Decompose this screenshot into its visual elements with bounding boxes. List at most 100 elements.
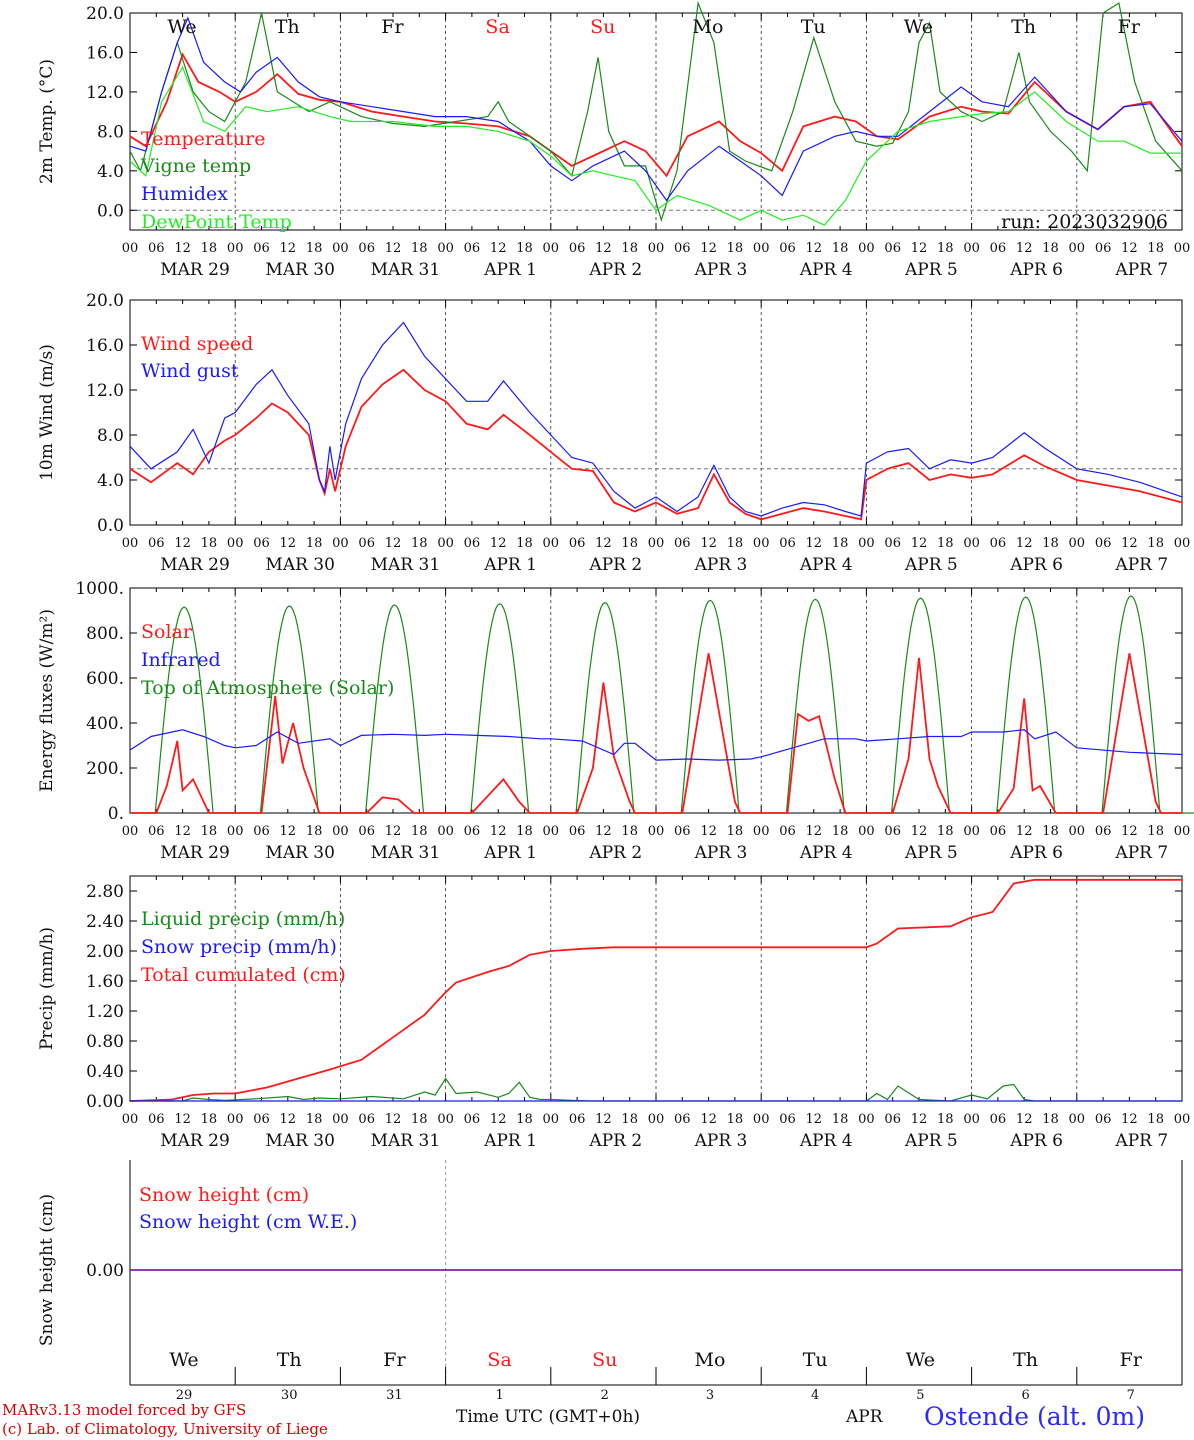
- date-label: MAR 29: [160, 555, 230, 575]
- day-number-bottom: 5: [916, 1388, 924, 1403]
- y-axis-title-wind: 10m Wind (m/s): [37, 344, 57, 481]
- date-label: APR 3: [694, 260, 748, 280]
- date-label: MAR 30: [265, 843, 335, 863]
- hour-tick-label: 12: [911, 824, 928, 839]
- day-number-bottom: 2: [601, 1388, 609, 1403]
- hour-tick-label: 06: [253, 824, 270, 839]
- date-label: APR 3: [694, 843, 748, 863]
- date-label: APR 6: [1009, 843, 1063, 863]
- hour-tick-label: 12: [490, 1112, 507, 1127]
- hour-tick-label: 06: [148, 536, 165, 551]
- series-line-temperature: [129, 52, 1183, 178]
- y-tick-label: 2.80: [86, 882, 124, 902]
- day-name-top: Su: [590, 16, 615, 38]
- hour-tick-label: 00: [1174, 1112, 1191, 1127]
- hour-tick-label: 00: [1174, 536, 1191, 551]
- hour-tick-label: 00: [963, 536, 980, 551]
- date-label: APR 3: [694, 1131, 748, 1151]
- hour-tick-label: 00: [858, 241, 875, 256]
- hour-tick-label: 18: [411, 241, 428, 256]
- day-number-bottom: 1: [495, 1388, 503, 1403]
- date-label: APR 1: [483, 1131, 537, 1151]
- y-tick-label: 20.0: [86, 4, 124, 24]
- hour-tick-label: 18: [1147, 241, 1164, 256]
- credits-line-1: MARv3.13 model forced by GFS: [2, 1401, 247, 1419]
- hour-tick-label: 06: [990, 536, 1007, 551]
- legend-label: Wind speed: [141, 333, 253, 355]
- hour-tick-label: 06: [990, 241, 1007, 256]
- hour-tick-label: 12: [385, 824, 402, 839]
- day-name-bottom: Mo: [695, 1349, 726, 1371]
- hour-tick-label: 18: [727, 824, 744, 839]
- hour-tick-label: 12: [911, 1112, 928, 1127]
- hour-tick-label: 18: [411, 824, 428, 839]
- date-label: APR 2: [588, 555, 642, 575]
- date-label: MAR 30: [265, 1131, 335, 1151]
- hour-tick-label: 00: [963, 1112, 980, 1127]
- day-name-bottom: Th: [277, 1349, 302, 1371]
- date-label: APR 6: [1009, 260, 1063, 280]
- hour-tick-label: 12: [174, 824, 191, 839]
- hour-tick-label: 00: [227, 824, 244, 839]
- hour-tick-label: 18: [621, 241, 638, 256]
- day-name-top: Mo: [693, 16, 724, 38]
- hour-tick-label: 06: [253, 1112, 270, 1127]
- hour-tick-label: 06: [990, 824, 1007, 839]
- hour-tick-label: 06: [464, 241, 481, 256]
- hour-tick-label: 18: [621, 824, 638, 839]
- hour-tick-label: 00: [122, 536, 139, 551]
- series-line-vigne-temp: [129, 0, 1183, 223]
- hour-tick-label: 12: [174, 536, 191, 551]
- hour-tick-label: 00: [543, 1112, 560, 1127]
- hour-tick-label: 18: [201, 536, 218, 551]
- hour-tick-label: 06: [779, 241, 796, 256]
- y-tick-label: 200.: [86, 759, 124, 779]
- hour-tick-label: 00: [437, 824, 454, 839]
- hour-tick-label: 12: [490, 536, 507, 551]
- day-number-bottom: 4: [811, 1388, 819, 1403]
- hour-tick-label: 18: [1042, 824, 1059, 839]
- day-number-bottom: 30: [281, 1388, 298, 1403]
- hour-tick-label: 06: [779, 536, 796, 551]
- hour-tick-label: 06: [884, 824, 901, 839]
- y-axis-title-snow: Snow height (cm): [37, 1194, 57, 1346]
- legend-label: Snow precip (mm/h): [141, 936, 337, 958]
- hour-tick-label: 00: [227, 1112, 244, 1127]
- hour-tick-label: 06: [674, 536, 691, 551]
- hour-tick-label: 06: [1095, 241, 1112, 256]
- day-number-bottom: 7: [1127, 1388, 1135, 1403]
- hour-tick-label: 12: [806, 536, 823, 551]
- hour-tick-label: 06: [464, 536, 481, 551]
- y-tick-label: 4.0: [97, 471, 124, 491]
- y-tick-label: 8.0: [97, 122, 124, 142]
- date-label: MAR 30: [265, 555, 335, 575]
- hour-tick-label: 12: [700, 1112, 717, 1127]
- date-label: APR 3: [694, 555, 748, 575]
- hour-tick-label: 18: [516, 241, 533, 256]
- hour-tick-label: 06: [148, 241, 165, 256]
- legend-label: Temperature: [141, 128, 265, 150]
- date-label: MAR 31: [371, 843, 441, 863]
- date-label: APR 6: [1009, 1131, 1063, 1151]
- day-name-top: Tu: [801, 16, 826, 38]
- series-line-dewpoint-temp: [129, 65, 1182, 226]
- hour-tick-label: 00: [648, 824, 665, 839]
- y-tick-label: 12.0: [86, 83, 124, 103]
- hour-tick-label: 00: [122, 824, 139, 839]
- date-label: APR 4: [799, 1131, 853, 1151]
- date-label: APR 5: [904, 555, 958, 575]
- date-label: APR 5: [904, 843, 958, 863]
- hour-tick-label: 18: [621, 1112, 638, 1127]
- hour-tick-label: 06: [253, 241, 270, 256]
- y-tick-label: 400.: [86, 714, 124, 734]
- hour-tick-label: 12: [700, 536, 717, 551]
- hour-tick-label: 12: [700, 241, 717, 256]
- hour-tick-label: 00: [963, 241, 980, 256]
- hour-tick-label: 00: [1174, 824, 1191, 839]
- hour-tick-label: 12: [174, 241, 191, 256]
- hour-tick-label: 18: [937, 536, 954, 551]
- date-label: APR 4: [799, 555, 853, 575]
- hour-tick-label: 06: [1095, 1112, 1112, 1127]
- hour-tick-label: 18: [201, 1112, 218, 1127]
- hour-tick-label: 06: [779, 1112, 796, 1127]
